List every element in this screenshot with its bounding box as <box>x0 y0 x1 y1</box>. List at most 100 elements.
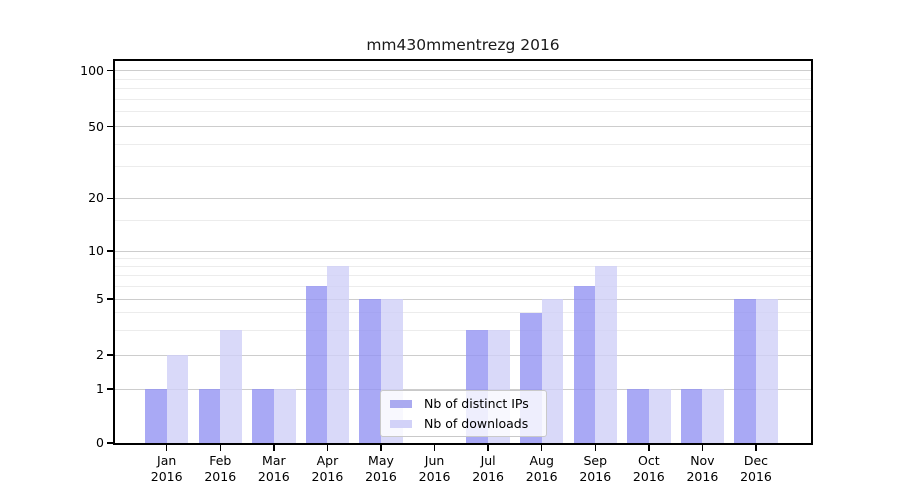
bar-nb-of-downloads <box>273 389 296 443</box>
y-tick-label: 1 <box>96 381 104 396</box>
x-tick <box>219 445 222 451</box>
bar-nb-of-downloads <box>702 389 725 443</box>
y-tick <box>107 442 113 444</box>
x-tick-label-line: 2016 <box>525 469 558 484</box>
bar-nb-of-distinct-ips <box>252 389 274 443</box>
y-gridline-minor <box>115 329 811 331</box>
x-tick-label-line: 2016 <box>204 469 237 484</box>
y-gridline-minor <box>115 98 811 100</box>
y-gridline-minor <box>115 166 811 168</box>
y-gridline-major <box>115 354 811 356</box>
x-tick-label: Apr 2016 <box>295 453 359 485</box>
x-tick-label-line: Aug <box>529 453 554 468</box>
y-gridline-major <box>115 126 811 128</box>
x-tick <box>540 445 543 451</box>
x-tick-label: Feb 2016 <box>188 453 252 485</box>
x-tick-label-line: Apr <box>316 453 339 468</box>
x-tick <box>165 445 168 451</box>
x-tick-label-line: Mar <box>262 453 286 468</box>
x-tick-label: Sep 2016 <box>563 453 627 485</box>
bar-nb-of-distinct-ips <box>573 286 596 443</box>
legend-label-downloads: Nb of downloads <box>424 416 529 431</box>
x-tick-label: Mar 2016 <box>242 453 306 485</box>
bar-nb-of-downloads <box>220 330 242 443</box>
y-gridline-major <box>115 298 811 300</box>
y-gridline-major <box>115 250 811 252</box>
y-tick <box>107 388 113 390</box>
y-gridline-minor <box>115 111 811 113</box>
x-tick-label: Nov 2016 <box>670 453 734 485</box>
y-gridline-minor <box>115 285 811 287</box>
x-tick-label-line: May <box>368 453 394 468</box>
x-tick <box>273 445 275 451</box>
y-gridline-minor <box>115 78 811 80</box>
legend-row-downloads: Nb of downloads <box>390 416 538 431</box>
x-tick <box>594 445 596 451</box>
x-tick <box>701 445 704 451</box>
x-tick-label: Aug 2016 <box>510 453 574 485</box>
y-tick-label: 50 <box>88 118 104 134</box>
x-tick-label-line: Dec <box>743 453 769 468</box>
y-tick <box>107 125 113 128</box>
y-tick-label: 20 <box>88 190 104 206</box>
x-tick-label: Jul 2016 <box>456 453 520 485</box>
bar-nb-of-distinct-ips <box>627 389 649 443</box>
y-tick <box>107 354 113 356</box>
legend-swatch-distinct-ips <box>390 399 412 408</box>
x-tick-label-line: 2016 <box>418 469 451 484</box>
x-tick-label-line: Jan <box>157 453 177 468</box>
bar-nb-of-distinct-ips <box>734 299 756 443</box>
y-gridline-minor <box>115 312 811 314</box>
legend-label-distinct-ips: Nb of distinct IPs <box>424 396 529 411</box>
bar-nb-of-distinct-ips <box>198 389 221 443</box>
y-gridline-minor <box>115 143 811 145</box>
y-tick <box>107 250 113 252</box>
x-tick <box>380 445 382 451</box>
x-tick-label-line: 2016 <box>365 469 397 484</box>
x-tick-label: Jan 2016 <box>135 453 199 485</box>
bar-nb-of-distinct-ips <box>305 286 328 443</box>
x-tick <box>326 445 329 451</box>
x-tick <box>755 445 757 451</box>
y-gridline-minor <box>115 88 811 90</box>
x-tick-label: Dec 2016 <box>724 453 788 485</box>
y-tick-label: 0 <box>96 435 104 450</box>
chart-title: mm430mmentrezg 2016 <box>366 36 560 54</box>
bar-nb-of-distinct-ips <box>145 389 167 443</box>
y-gridline-major <box>115 70 811 71</box>
plot-frame <box>113 59 813 445</box>
x-tick-label-line: 2016 <box>632 469 665 484</box>
legend: Nb of distinct IPs Nb of downloads <box>380 390 547 437</box>
x-tick-label: May 2016 <box>349 453 413 485</box>
y-tick-label: 2 <box>96 347 104 362</box>
x-tick-label-line: Sep <box>583 453 608 468</box>
x-tick-label-line: 2016 <box>472 469 505 484</box>
bar-nb-of-downloads <box>648 389 671 443</box>
x-tick <box>433 445 436 451</box>
x-tick-label-line: 2016 <box>740 469 772 484</box>
x-tick-label-line: 2016 <box>311 469 344 484</box>
x-tick <box>648 445 650 451</box>
bar-nb-of-distinct-ips <box>680 389 703 443</box>
y-tick <box>107 69 113 72</box>
bar-nb-of-downloads <box>327 266 350 443</box>
bar-nb-of-downloads <box>541 299 564 443</box>
y-gridline-minor <box>115 265 811 267</box>
y-tick-label: 10 <box>88 243 104 258</box>
y-gridline-minor <box>115 275 811 277</box>
x-tick-label-line: 2016 <box>257 469 290 484</box>
x-tick-label: Jun 2016 <box>403 453 467 485</box>
y-tick <box>107 197 113 200</box>
x-tick-label-line: 2016 <box>686 469 719 484</box>
bar-nb-of-downloads <box>166 355 189 443</box>
x-tick-label-line: 2016 <box>579 469 612 484</box>
x-tick-label-line: Jul <box>480 453 496 468</box>
x-tick-label-line: Oct <box>638 453 660 468</box>
x-tick-label-line: 2016 <box>150 469 183 484</box>
y-gridline-major <box>115 197 811 199</box>
y-tick-label: 100 <box>80 62 104 78</box>
y-gridline-minor <box>115 257 811 259</box>
x-tick-label: Oct 2016 <box>617 453 681 485</box>
x-tick-label-line: Nov <box>690 453 715 468</box>
